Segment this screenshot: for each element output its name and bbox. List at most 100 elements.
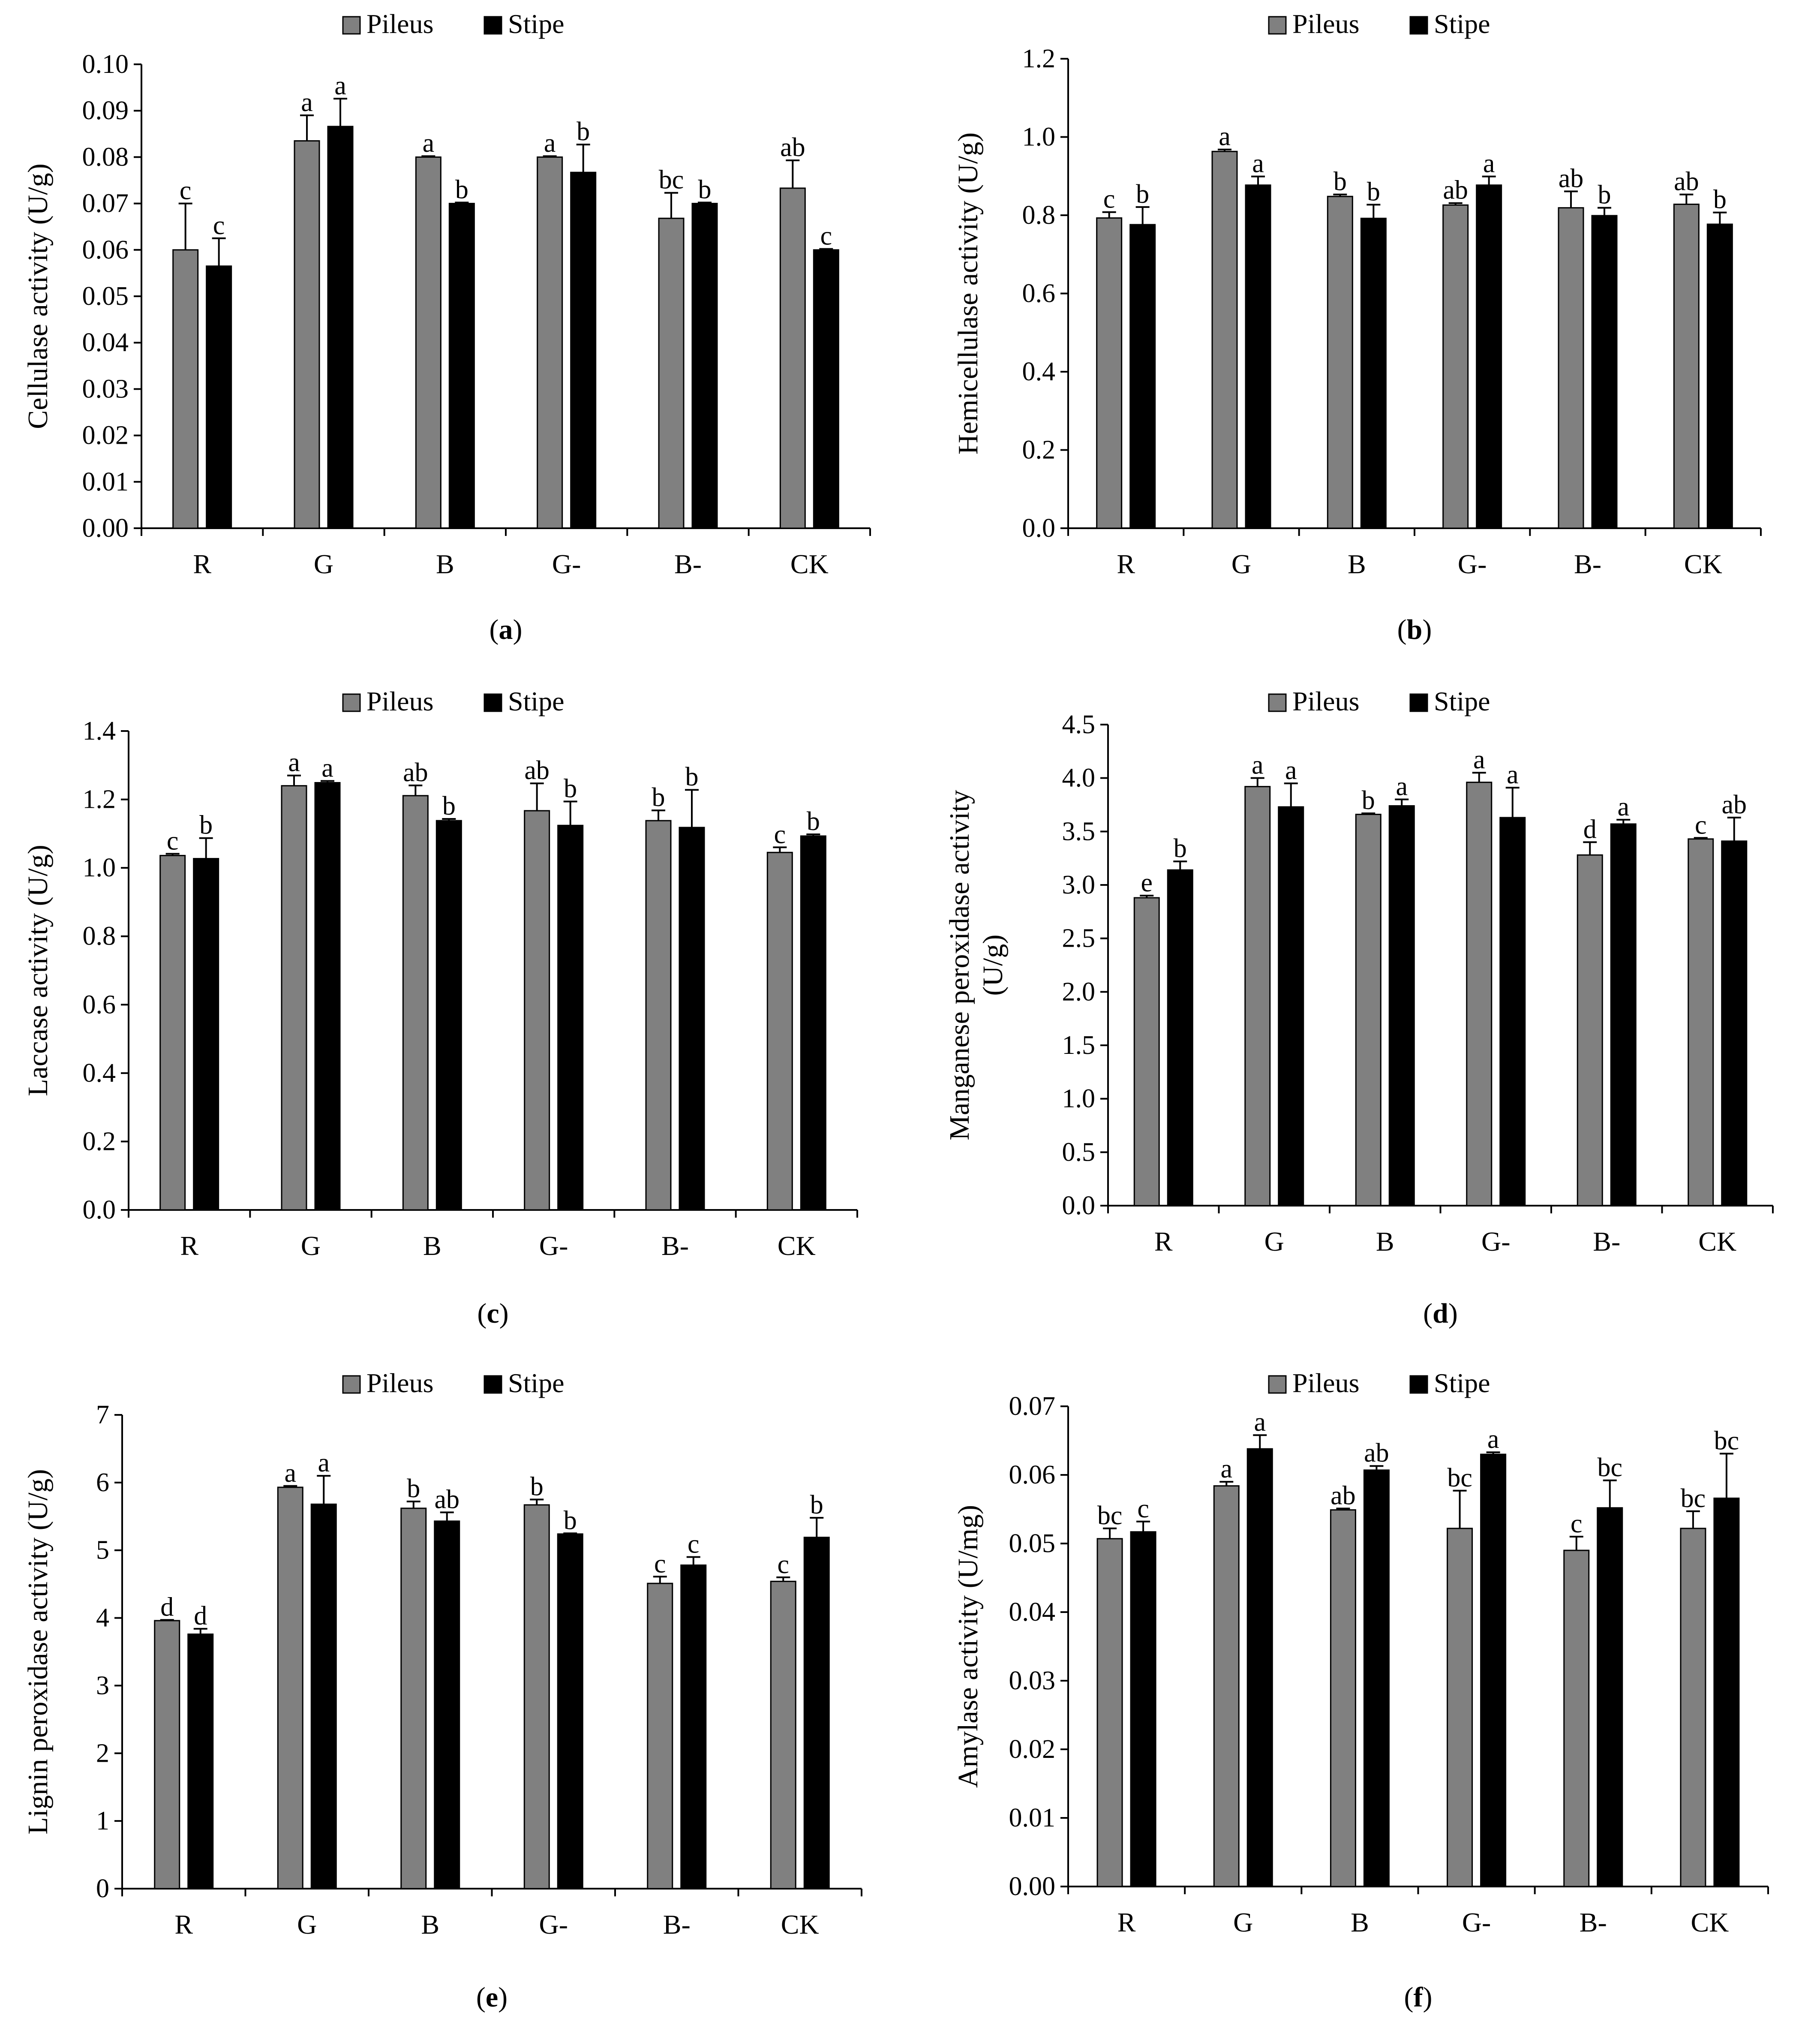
- x-tick-label: B-: [661, 1231, 689, 1261]
- y-tick-label: 4.0: [1062, 764, 1096, 793]
- bar-pileus: [766, 852, 793, 1211]
- legend: Pileus Stipe: [1268, 686, 1490, 716]
- significance-label-stipe: a: [334, 71, 346, 100]
- significance-label-stipe: b: [1598, 181, 1611, 210]
- bar-stipe: [206, 265, 232, 529]
- significance-label-stipe: b: [1713, 185, 1727, 214]
- legend-label-stipe: Stipe: [1434, 9, 1490, 39]
- y-tick-label: 1.2: [1022, 44, 1056, 73]
- y-tick-label: 0.2: [83, 1127, 116, 1156]
- significance-label-stipe: b: [685, 762, 699, 791]
- y-tick-label: 0.05: [82, 282, 129, 311]
- legend-swatch-stipe: [1409, 16, 1428, 35]
- bar-stipe: [435, 820, 462, 1211]
- x-tick-label: G: [1233, 1907, 1253, 1938]
- legend: Pileus Stipe: [1268, 1368, 1490, 1398]
- y-tick-label: 0.4: [83, 1059, 116, 1088]
- significance-label-stipe: ab: [1721, 790, 1747, 819]
- significance-label-pileus: d: [160, 1592, 174, 1622]
- x-tick-label: R: [174, 1909, 193, 1940]
- bar-pileus: [415, 156, 441, 529]
- bar-stipe: [800, 835, 826, 1211]
- significance-label-stipe: a: [318, 1448, 330, 1477]
- y-tick-label: 0.00: [1009, 1872, 1056, 1901]
- bar-pileus: [1447, 1528, 1473, 1887]
- significance-label-pileus: c: [654, 1549, 666, 1578]
- x-tick-label: G: [297, 1909, 317, 1940]
- x-tick-label: CK: [790, 549, 829, 579]
- y-tick-label: 0.6: [83, 990, 116, 1019]
- legend-swatch-stipe: [1409, 693, 1428, 712]
- bar-stipe: [1706, 223, 1733, 529]
- bar-pileus: [402, 795, 429, 1211]
- significance-label-pileus: bc: [1681, 1484, 1706, 1513]
- legend: Pileus Stipe: [342, 9, 565, 39]
- significance-label-stipe: a: [1617, 792, 1629, 821]
- bar-stipe: [1129, 224, 1156, 529]
- significance-label-pileus: ab: [524, 756, 550, 785]
- significance-label-stipe: ab: [1364, 1438, 1389, 1468]
- bar-pileus: [1466, 782, 1493, 1207]
- x-tick-label: G-: [1481, 1226, 1511, 1257]
- legend-swatch-pileus: [1268, 1375, 1287, 1394]
- bar-pileus: [1096, 217, 1123, 529]
- y-tick-label: 0.07: [82, 189, 129, 218]
- bar-pileus: [1688, 838, 1714, 1207]
- significance-label-pileus: a: [544, 129, 556, 158]
- bar-stipe: [1610, 823, 1637, 1207]
- y-tick-label: 3: [96, 1671, 109, 1700]
- significance-label-stipe: a: [1507, 760, 1519, 789]
- legend-swatch-stipe: [1409, 1375, 1428, 1394]
- significance-label-pileus: ab: [1443, 176, 1468, 205]
- chart-panel-c: Pileus Stipe 0.0 0.2 0.4 0.6 0.8 1.0 1.2 1.4 R G B G-…: [22, 686, 858, 1329]
- significance-label-stipe: b: [442, 791, 456, 821]
- legend-swatch-pileus: [1268, 16, 1287, 35]
- bar-pileus: [154, 1620, 180, 1890]
- y-tick-label: 0.6: [1022, 279, 1056, 308]
- significance-label-pileus: c: [774, 820, 786, 849]
- significance-label-stipe: bc: [1714, 1426, 1739, 1455]
- bar-pileus: [1213, 1485, 1240, 1887]
- bar-pileus: [524, 810, 550, 1211]
- bar-stipe: [1476, 184, 1502, 529]
- legend-label-pileus: Pileus: [1292, 9, 1359, 39]
- x-tick-label: G-: [1462, 1907, 1491, 1938]
- bar-pileus: [523, 1504, 550, 1890]
- y-tick-label: 0.03: [1009, 1666, 1056, 1695]
- significance-label-stipe: b: [577, 117, 590, 146]
- significance-label-stipe: b: [807, 807, 820, 836]
- bar-stipe: [1591, 215, 1618, 529]
- x-tick-label: CK: [1691, 1907, 1729, 1938]
- panel-label: (e): [476, 1982, 508, 2013]
- bar-pileus: [400, 1507, 427, 1890]
- x-tick-label: CK: [1698, 1226, 1736, 1257]
- y-tick-label: 1.4: [83, 716, 116, 746]
- significance-label-pileus: d: [1583, 815, 1597, 844]
- legend-label-pileus: Pileus: [1292, 686, 1359, 716]
- chart-panel-b: Pileus Stipe 0.0 0.2 0.4 0.6 0.8 1.0 1.2 R G B G- B- C…: [952, 9, 1762, 645]
- chart-panel-f: Pileus Stipe 0.00 0.01 0.02 0.03 0.04 0.05 0.06 0…: [952, 1368, 1769, 2013]
- x-tick-label: CK: [781, 1909, 819, 1940]
- x-tick-label: R: [1117, 549, 1135, 579]
- x-tick-label: G-: [539, 1909, 568, 1940]
- bar-pileus: [1563, 1550, 1590, 1887]
- significance-label-stipe: c: [213, 211, 225, 240]
- bar-stipe: [327, 126, 354, 529]
- significance-label-stipe: a: [1396, 772, 1408, 801]
- legend-label-stipe: Stipe: [1434, 686, 1490, 716]
- significance-label-stipe: c: [820, 222, 832, 251]
- x-tick-label: G-: [1458, 549, 1487, 579]
- y-tick-label: 0.02: [82, 421, 129, 450]
- legend-swatch-pileus: [342, 1375, 361, 1394]
- significance-label-pileus: c: [1103, 185, 1115, 214]
- bar-pileus: [1673, 203, 1700, 529]
- y-tick-label: 3.5: [1062, 817, 1096, 846]
- y-tick-label: 2.0: [1062, 977, 1096, 1006]
- x-tick-label: R: [1117, 1907, 1136, 1938]
- significance-label-pileus: a: [1220, 1454, 1232, 1483]
- significance-label-stipe: a: [1285, 756, 1297, 785]
- legend-swatch-pileus: [342, 693, 361, 712]
- y-tick-label: 0.06: [82, 235, 129, 265]
- bar-stipe: [187, 1633, 214, 1890]
- bar-stipe: [1363, 1469, 1390, 1887]
